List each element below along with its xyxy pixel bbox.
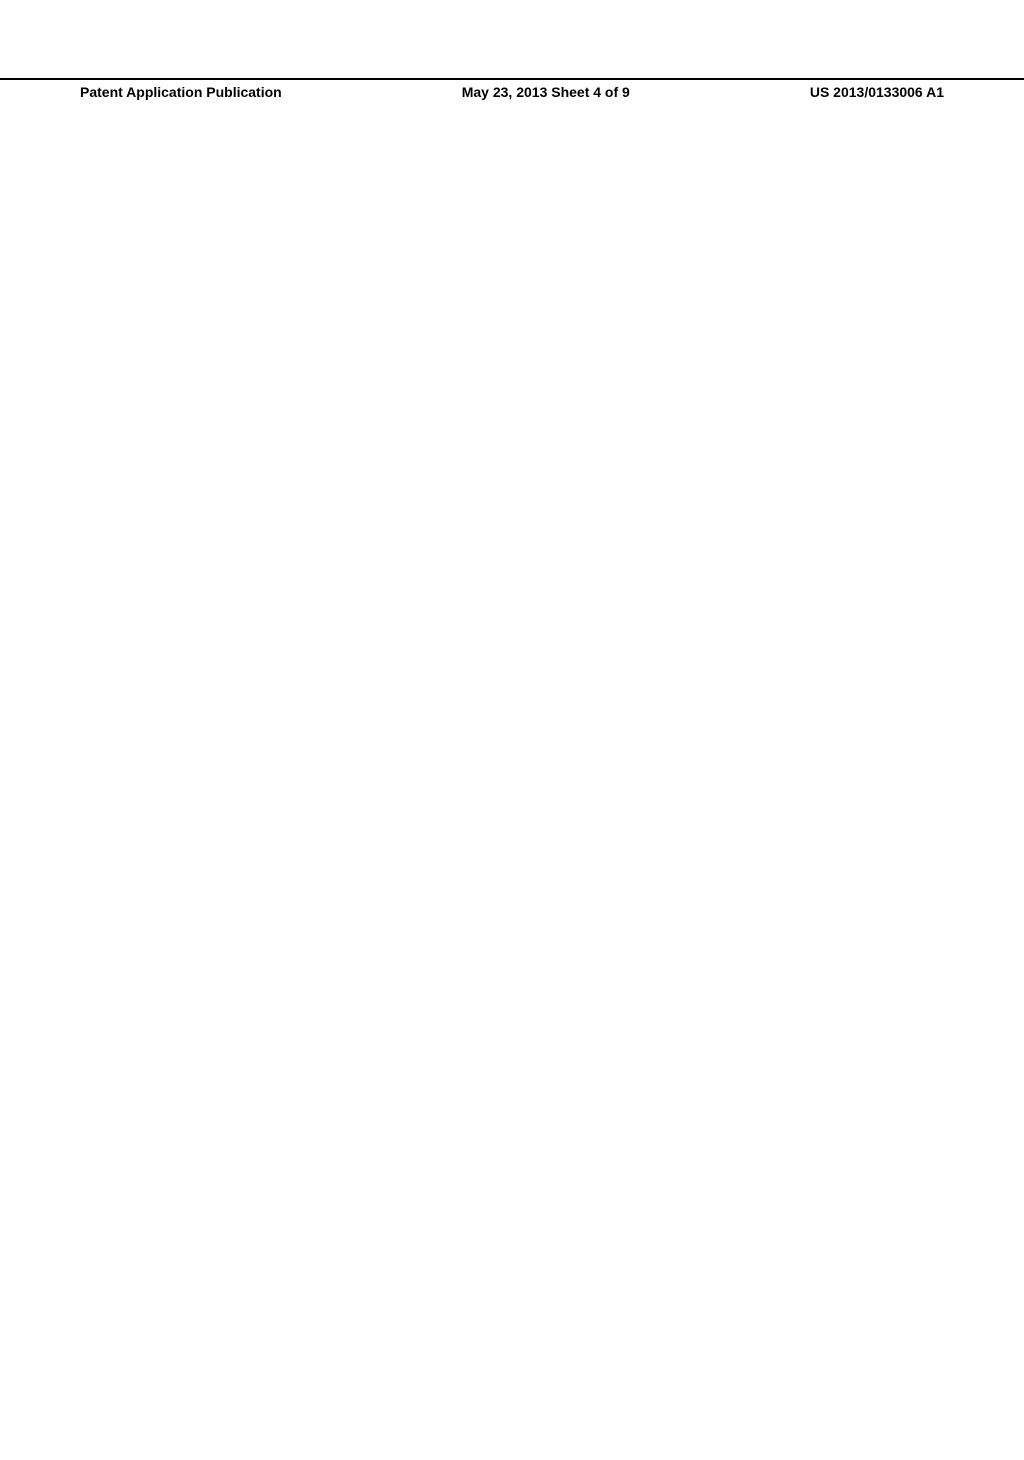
header-left: Patent Application Publication: [80, 84, 282, 100]
header-center: May 23, 2013 Sheet 4 of 9: [462, 84, 630, 100]
header-right: US 2013/0133006 A1: [810, 84, 944, 100]
page-header: Patent Application Publication May 23, 2…: [0, 78, 1024, 100]
figure-stage: 500 504 506 On Now 10:30 PM 11:00 PM 11:…: [962, 110, 1024, 1010]
figure-rotated-stage: 500 504 506 On Now 10:30 PM 11:00 PM 11:…: [612, 560, 1024, 1460]
